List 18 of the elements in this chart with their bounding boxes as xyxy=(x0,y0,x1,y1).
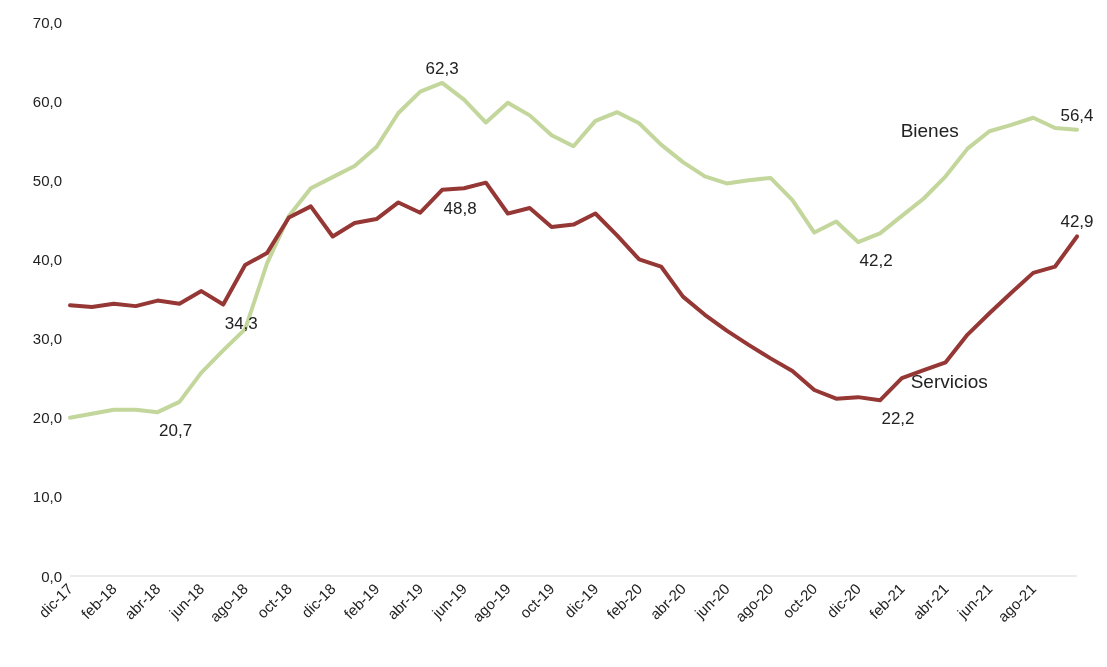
series-label: Bienes xyxy=(900,120,959,142)
data-label: 34,3 xyxy=(224,313,258,333)
y-tick-label: 40,0 xyxy=(32,250,62,268)
y-tick-label: 10,0 xyxy=(32,488,62,506)
y-tick-label: 20,0 xyxy=(32,409,62,427)
y-tick-label: 0,0 xyxy=(41,567,62,585)
series-label: Servicios xyxy=(910,371,988,393)
y-tick-label: 30,0 xyxy=(32,330,62,348)
data-label: 20,7 xyxy=(159,421,193,441)
y-tick-label: 70,0 xyxy=(32,13,62,31)
data-label: 42,9 xyxy=(1060,212,1094,232)
data-label: 42,2 xyxy=(859,251,893,271)
y-tick-label: 50,0 xyxy=(32,171,62,189)
y-tick-label: 60,0 xyxy=(32,92,62,110)
data-label: 48,8 xyxy=(443,198,477,218)
data-label: 22,2 xyxy=(881,409,915,429)
data-label: 62,3 xyxy=(425,58,459,78)
data-label: 56,4 xyxy=(1060,105,1094,125)
